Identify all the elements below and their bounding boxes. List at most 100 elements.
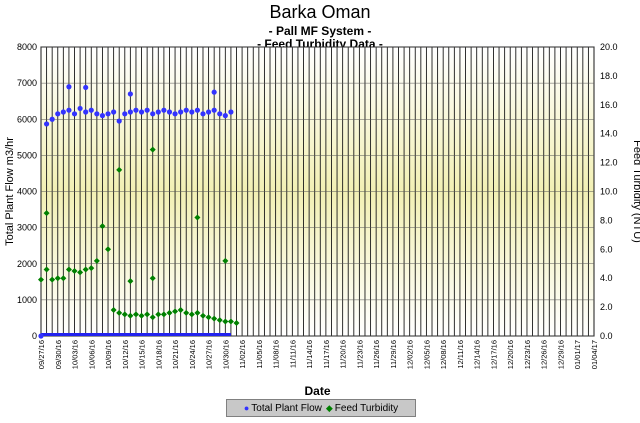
flow-point: [77, 105, 83, 112]
x-tick-label: 12/23/16: [523, 340, 532, 369]
y-left-tick-label: 8000: [17, 42, 37, 52]
x-tick-label: 12/02/16: [406, 340, 415, 369]
legend-item-turbidity: ◆ Feed Turbidity: [326, 403, 398, 414]
turbidity-point: [38, 276, 44, 283]
turbidity-point: [172, 308, 179, 315]
chart-legend: ● Total Plant Flow ◆ Feed Turbidity: [226, 399, 416, 417]
x-tick-label: 10/21/16: [171, 340, 180, 369]
flow-point: [161, 107, 167, 113]
y-right-axis-label: Feed Turbidity (NTU): [631, 140, 640, 243]
y-left-tick-label: 3000: [17, 223, 37, 233]
flow-point: [55, 111, 61, 117]
x-tick-label: 11/11/16: [288, 340, 297, 368]
x-tick-label: 11/23/16: [355, 340, 364, 369]
y-right-tick-label: 4.0: [600, 273, 613, 283]
x-tick-label: 01/01/17: [573, 340, 582, 369]
turbidity-point: [54, 275, 61, 282]
x-tick-label: 10/18/16: [154, 340, 163, 369]
turbidity-point: [116, 309, 123, 316]
turbidity-point: [166, 309, 173, 316]
x-tick-label: 12/05/16: [422, 340, 431, 369]
turbidity-point: [127, 312, 134, 319]
turbidity-point: [105, 246, 112, 253]
flow-point: [83, 84, 89, 91]
x-tick-label: 12/08/16: [439, 340, 448, 369]
flow-point: [217, 111, 223, 117]
flow-point: [211, 107, 217, 113]
flow-point: [43, 121, 50, 127]
y-left-tick-label: 7000: [17, 78, 37, 88]
x-tick-label: 11/29/16: [389, 340, 398, 369]
x-tick-label: 10/06/16: [87, 340, 96, 369]
flow-point: [38, 333, 44, 339]
turbidity-point: [65, 266, 72, 273]
flow-point: [116, 118, 122, 124]
x-tick-label: 11/17/16: [322, 340, 331, 369]
y-right-tick-label: 14.0: [600, 129, 618, 139]
x-tick-label: 10/03/16: [71, 340, 80, 369]
x-tick-label: 10/09/16: [104, 340, 113, 369]
y-right-tick-label: 2.0: [600, 302, 613, 312]
y-right-tick-label: 8.0: [600, 215, 613, 225]
legend-circle-icon: ●: [243, 402, 250, 413]
flow-point: [66, 84, 72, 90]
flow-point: [200, 111, 206, 117]
flow-point: [172, 111, 178, 117]
turbidity-point: [194, 214, 201, 221]
x-tick-label: 12/14/16: [473, 340, 482, 369]
turbidity-point: [144, 311, 151, 318]
x-tick-label: 11/05/16: [255, 340, 264, 369]
turbidity-point: [211, 315, 218, 322]
flow-point: [133, 107, 139, 113]
flow-point: [49, 116, 55, 122]
y-left-tick-label: 6000: [17, 114, 37, 124]
x-tick-label: 10/15/16: [138, 340, 147, 369]
x-tick-label: 09/30/16: [54, 340, 63, 369]
turbidity-point: [222, 257, 229, 264]
turbidity-point: [149, 146, 156, 153]
x-tick-label: 12/11/16: [456, 340, 465, 369]
x-tick-label: 10/30/16: [221, 340, 230, 369]
turbidity-point: [132, 311, 139, 318]
flow-point: [83, 109, 89, 115]
flow-point: [122, 111, 128, 117]
turbidity-point: [222, 318, 229, 325]
flow-point: [155, 109, 161, 115]
series-total-plant-flow: [38, 84, 234, 339]
flow-point: [189, 109, 195, 115]
turbidity-point: [194, 309, 201, 316]
x-tick-label: 11/08/16: [272, 340, 281, 369]
x-tick-label: 09/27/16: [37, 340, 46, 369]
y-right-tick-label: 6.0: [600, 244, 613, 254]
flow-point: [127, 91, 133, 97]
legend-diamond-icon: ◆: [325, 402, 333, 413]
y-right-tick-label: 10.0: [600, 187, 618, 197]
flow-point: [178, 109, 184, 115]
flow-baseline-band: [41, 333, 231, 336]
turbidity-point: [49, 276, 56, 283]
chart-subtitle-1: - Pall MF System -: [268, 24, 372, 38]
x-tick-label: 01/04/17: [590, 340, 599, 369]
turbidity-point: [216, 317, 223, 324]
x-tick-label: 11/14/16: [305, 340, 314, 369]
x-tick-label: 11/02/16: [238, 340, 247, 369]
x-axis-label: Date: [304, 384, 330, 398]
turbidity-point: [233, 319, 240, 326]
y-left-tick-label: 1000: [17, 295, 37, 305]
x-tick-label: 12/17/16: [489, 340, 498, 369]
turbidity-point: [71, 267, 78, 274]
x-tick-label: 11/26/16: [372, 340, 381, 369]
flow-point: [127, 109, 133, 115]
y-left-axis-label: Total Plant Flow m3/hr: [4, 137, 16, 246]
y-right-tick-label: 12.0: [600, 158, 618, 168]
y-right-tick-label: 0.0: [600, 331, 613, 341]
turbidity-point: [77, 269, 84, 276]
flow-point: [150, 111, 156, 117]
flow-point: [66, 107, 72, 113]
y-left-tick-label: 0: [32, 331, 37, 341]
y-left-tick-label: 2000: [17, 259, 37, 269]
turbidity-point: [93, 257, 100, 264]
flow-point: [111, 109, 117, 115]
turbidity-point: [116, 166, 123, 173]
